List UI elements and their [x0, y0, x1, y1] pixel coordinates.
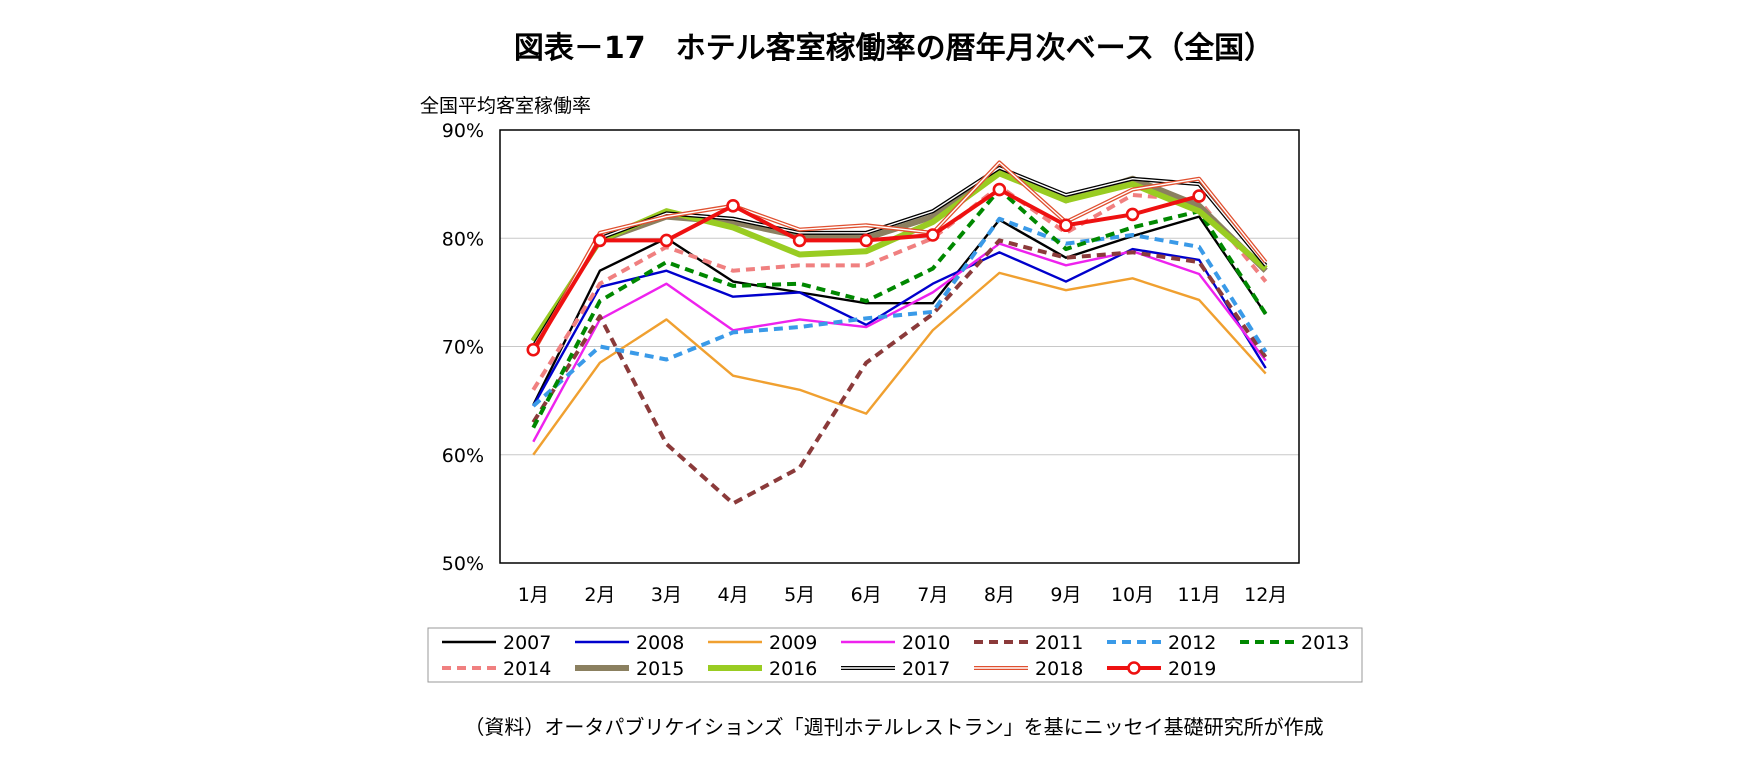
data-point [925, 228, 940, 242]
gridlines [500, 237, 1299, 456]
y-tick-label: 90% [442, 120, 484, 142]
data-point [593, 233, 607, 248]
legend-item-2010: 2010 [841, 632, 950, 654]
x-tick-label: 6月 [851, 584, 882, 606]
x-tick-label: 4月 [717, 584, 748, 606]
x-tick-label: 12月 [1244, 584, 1287, 606]
x-tick-label: 10月 [1111, 584, 1154, 606]
source-note: （資料）オータパブリケイションズ「週刊ホテルレストラン」を基にニッセイ基礎研究所… [464, 715, 1323, 739]
legend: 2007 2008 2009 2010 2011 2012 2013 2014 2015 2016… [442, 632, 1349, 680]
legend-item-2008: 2008 [575, 632, 684, 654]
series-line-2011 [531, 238, 1268, 506]
series-line-2012 [531, 216, 1268, 408]
legend-item-2011: 2011 [974, 632, 1083, 654]
legend-box [427, 627, 1363, 683]
x-tick-label: 2月 [584, 584, 615, 606]
legend-item-2014: 2014 [442, 658, 551, 680]
series-2019 [526, 182, 1206, 357]
legend-label: 2014 [503, 658, 551, 680]
legend-marker [1127, 661, 1141, 675]
legend-label: 2018 [1035, 658, 1083, 680]
x-tick-label: 1月 [518, 584, 549, 606]
x-tick-labels: 1月 2月 3月 4月 5月 6月 7月 8月 9月 10月 11月 12月 [518, 584, 1288, 606]
legend-label: 2011 [1035, 632, 1083, 654]
legend-label: 2010 [902, 632, 950, 654]
data-point [992, 182, 1007, 197]
y-tick-label: 50% [442, 553, 484, 575]
x-tick-label: 5月 [784, 584, 815, 606]
series-line-2014 [531, 184, 1268, 391]
legend-label: 2016 [769, 658, 817, 680]
legend-label: 2019 [1168, 658, 1216, 680]
data-point [1059, 218, 1073, 233]
legend-item-2018: 2018 [974, 658, 1083, 680]
plot-area-frame [499, 129, 1300, 564]
legend-item-2019: 2019 [1107, 658, 1216, 680]
legend-item-2017: 2017 [841, 658, 950, 680]
series-line-2009 [532, 271, 1267, 456]
series-2012 [531, 216, 1268, 408]
y-tick-label: 80% [442, 228, 484, 250]
series-2009 [532, 271, 1267, 456]
y-tick-labels: 50% 60% 70% 80% 90% [442, 120, 484, 575]
y-tick-label: 60% [442, 445, 484, 467]
legend-item-2007: 2007 [442, 632, 551, 654]
series-lines [526, 160, 1268, 506]
series-2014 [531, 184, 1268, 391]
x-tick-label: 8月 [984, 584, 1015, 606]
legend-item-2015: 2015 [575, 658, 684, 680]
legend-label: 2012 [1168, 632, 1216, 654]
data-point [859, 233, 874, 248]
x-tick-label: 9月 [1050, 584, 1081, 606]
series-2011 [531, 238, 1268, 506]
data-point [726, 198, 740, 213]
series-line-2008 [532, 247, 1267, 407]
series-2018 [531, 160, 1268, 353]
legend-item-2009: 2009 [708, 632, 817, 654]
data-point [792, 233, 807, 248]
data-point [1192, 189, 1206, 203]
series-2008 [532, 247, 1267, 407]
x-tick-label: 7月 [917, 584, 948, 606]
data-point [1125, 207, 1140, 222]
legend-label: 2013 [1301, 632, 1349, 654]
legend-item-2012: 2012 [1107, 632, 1216, 654]
x-tick-label: 3月 [651, 584, 682, 606]
legend-label: 2008 [636, 632, 684, 654]
series-line-2010 [532, 242, 1267, 443]
legend-item-2013: 2013 [1240, 632, 1349, 654]
x-tick-label: 11月 [1178, 584, 1221, 606]
y-tick-label: 70% [442, 337, 484, 359]
legend-item-2016: 2016 [708, 658, 817, 680]
series-line-2018 [532, 161, 1267, 353]
chart-title: 図表－17 ホテル客室稼働率の暦年月次ベース（全国） [514, 31, 1274, 66]
data-point [659, 233, 674, 248]
legend-label: 2007 [503, 632, 551, 654]
y-axis-label: 全国平均客室稼働率 [420, 95, 591, 117]
legend-label: 2015 [636, 658, 684, 680]
legend-label: 2017 [902, 658, 950, 680]
series-2010 [532, 242, 1267, 443]
data-point [526, 342, 541, 357]
legend-label: 2009 [769, 632, 817, 654]
